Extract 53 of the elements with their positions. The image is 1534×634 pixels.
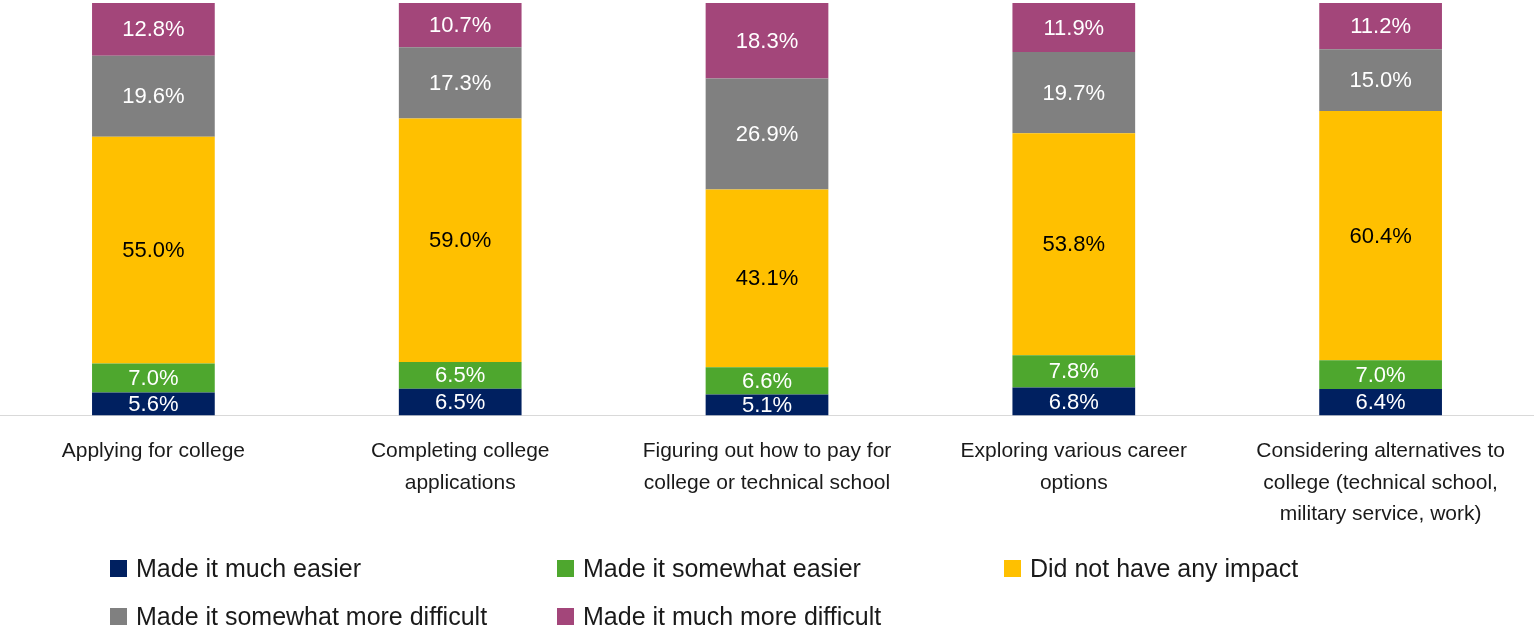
data-label: 10.7% [429, 12, 492, 38]
x-tick-label: Exploring various career options [960, 438, 1188, 493]
data-label: 19.6% [122, 83, 185, 109]
legend-label: Made it somewhat easier [583, 554, 861, 583]
bar [398, 118, 522, 362]
x-tick-label: Completing college applications [370, 438, 550, 493]
data-label: 15.0% [1349, 67, 1412, 93]
bar [1319, 49, 1442, 112]
bar [398, 361, 522, 389]
data-label: 11.2% [1350, 13, 1411, 39]
data-label: 11.9% [1043, 14, 1105, 40]
bar [705, 189, 829, 368]
data-label: 17.3% [429, 69, 492, 95]
bar [398, 3, 522, 48]
data-label: 6.5% [435, 362, 486, 388]
data-label: 59.0% [429, 227, 492, 253]
data-label: 6.4% [1355, 389, 1406, 415]
data-label: 60.4% [1349, 222, 1412, 248]
bar [92, 3, 215, 56]
data-label: 6.8% [1048, 388, 1099, 414]
bar [1319, 3, 1442, 50]
data-label: 7.0% [128, 365, 179, 391]
data-label: 12.8% [122, 16, 185, 42]
data-label: 19.7% [1042, 79, 1105, 105]
legend-label: Made it much easier [136, 554, 362, 583]
x-tick-label: Figuring out how to pay for college or technical school [642, 438, 892, 493]
x-tick-label: Applying for college [61, 438, 246, 462]
x-tick-label: Considering alternatives to college (technical school, military service, work) [1256, 438, 1505, 525]
data-label: 6.6% [741, 367, 793, 393]
bar [1012, 52, 1136, 134]
data-label: 18.3% [735, 27, 799, 53]
bar [705, 3, 829, 79]
bar [92, 55, 215, 137]
bar [1319, 111, 1442, 361]
data-label: 53.8% [1042, 231, 1105, 257]
legend-label: Made it much more difficult [583, 602, 882, 631]
bar [1012, 3, 1136, 53]
data-label: 26.9% [735, 121, 799, 147]
bar [1012, 355, 1136, 388]
data-label: 5.1% [741, 392, 793, 418]
legend-label: Made it somewhat more difficult [136, 602, 488, 631]
data-label: 5.6% [128, 391, 179, 417]
bar [398, 47, 522, 119]
bar [705, 78, 829, 190]
data-label: 6.5% [435, 389, 486, 415]
data-label: 55.0% [122, 237, 185, 263]
bar [92, 136, 215, 364]
bar [1012, 133, 1136, 356]
bar [1319, 360, 1442, 390]
data-label: 7.0% [1355, 361, 1406, 387]
data-label: 43.1% [735, 265, 799, 291]
legend-label: Did not have any impact [1030, 554, 1299, 583]
data-label: 7.8% [1048, 358, 1099, 384]
